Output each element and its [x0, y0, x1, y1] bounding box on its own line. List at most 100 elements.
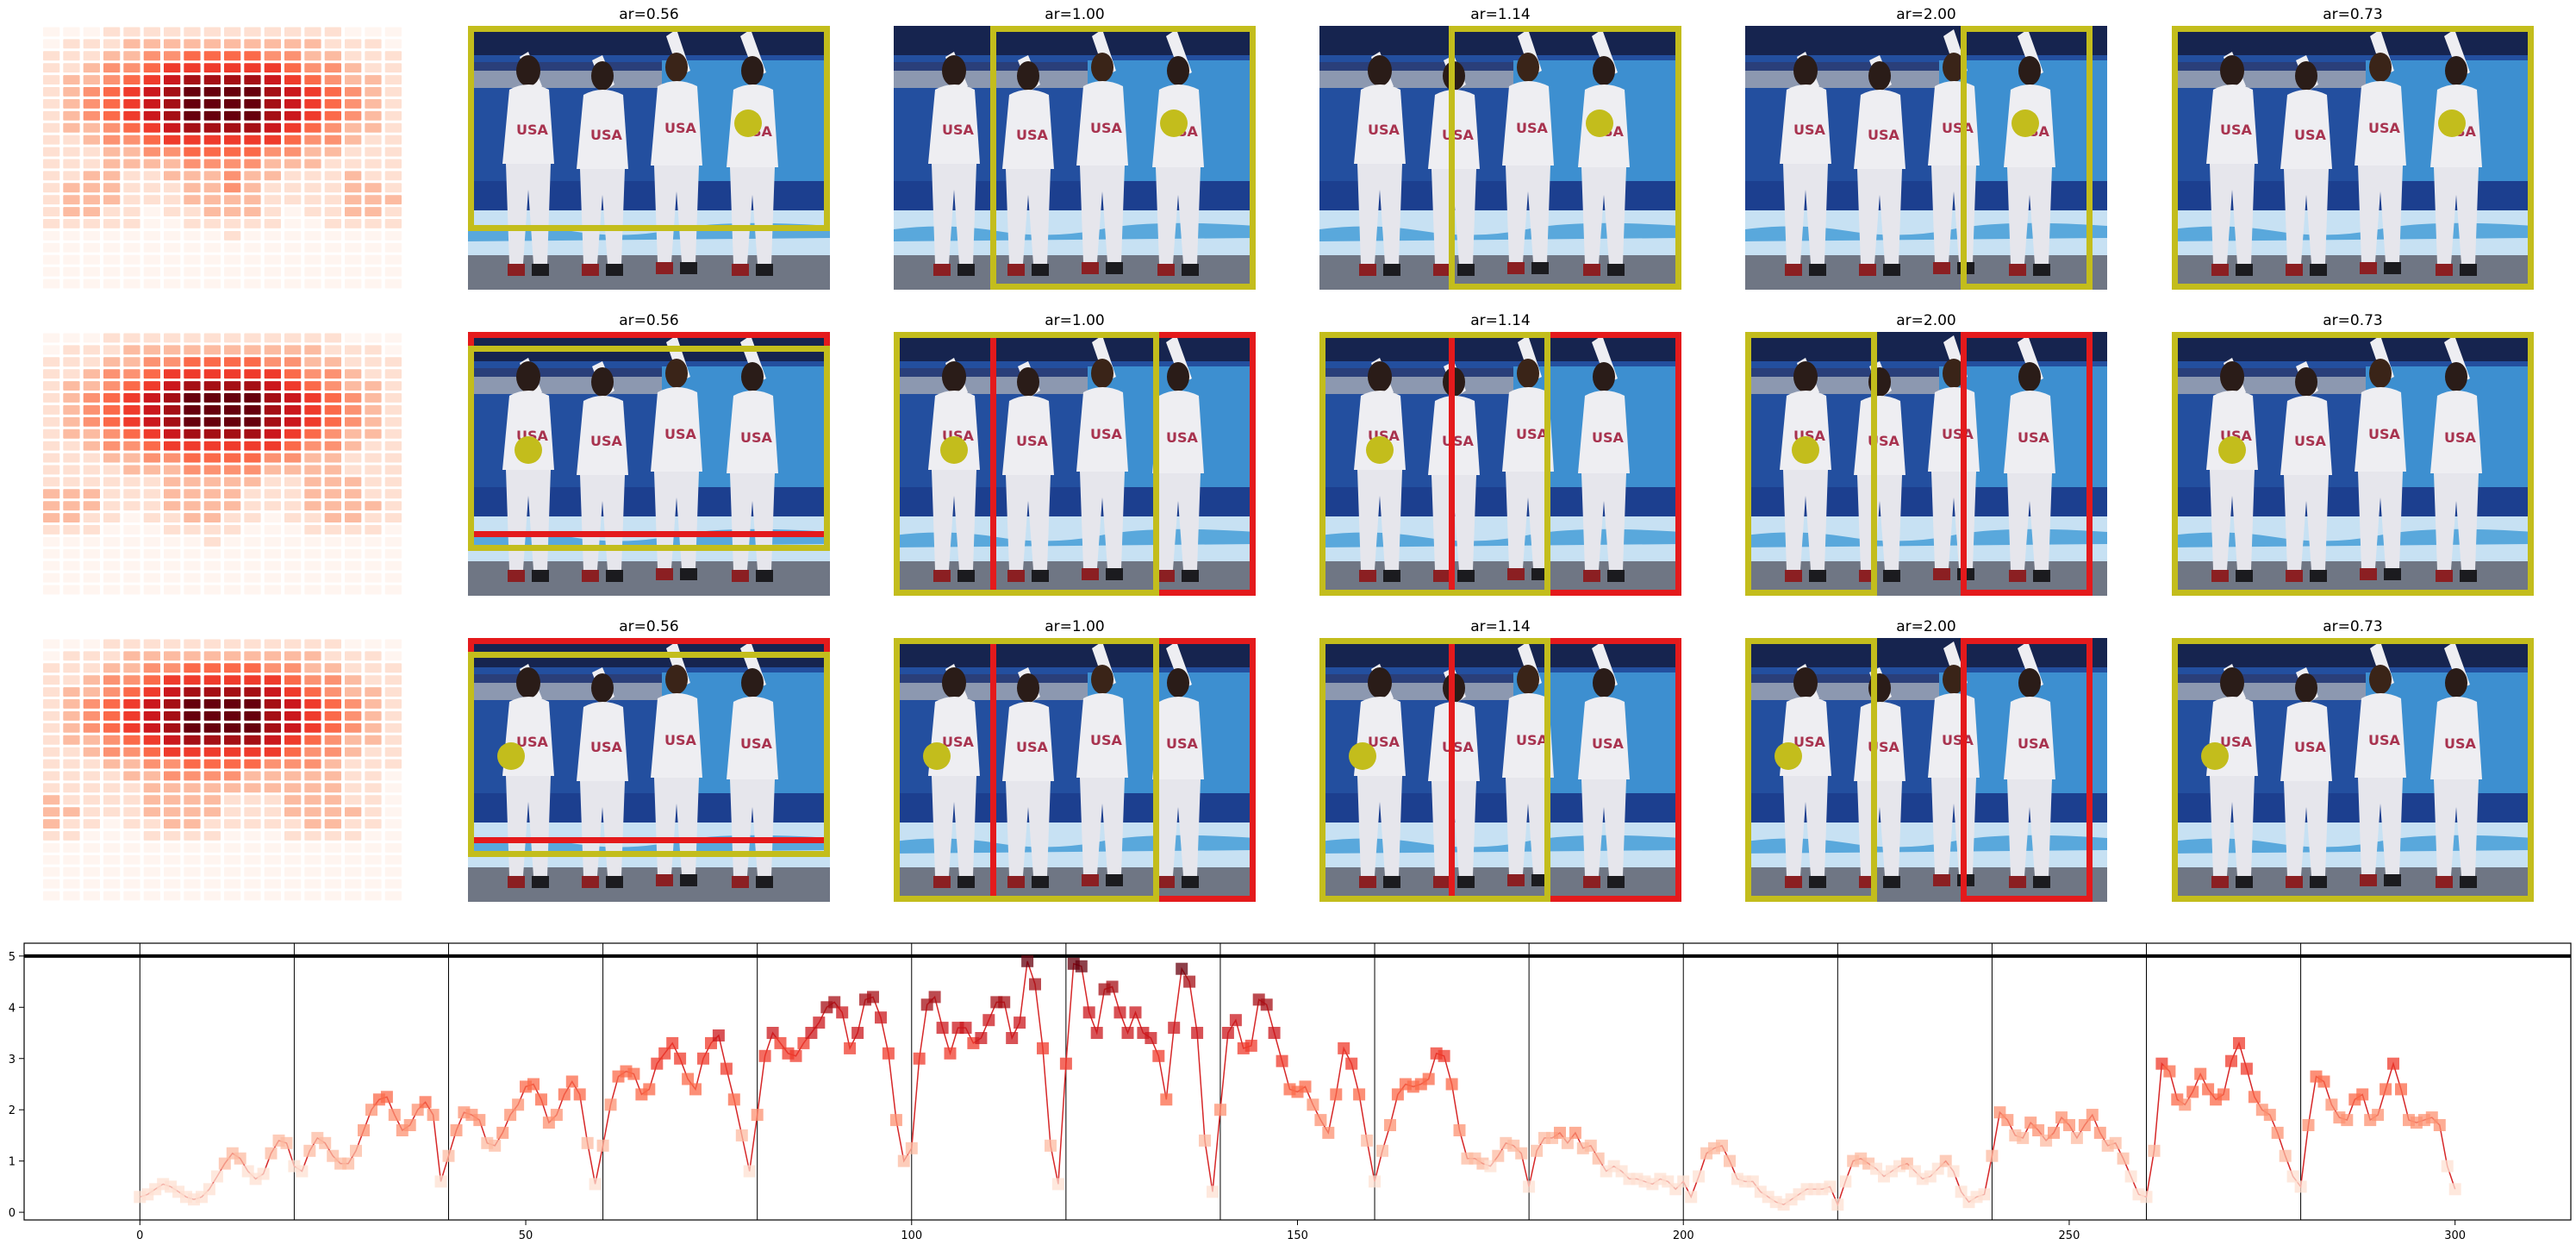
heatmap-cell	[123, 183, 140, 193]
heatmap-cell	[304, 266, 321, 277]
heatmap-cell	[284, 333, 302, 343]
heatmap-cell	[63, 807, 80, 817]
heatmap-cell	[103, 783, 121, 793]
heatmap-cell	[384, 795, 402, 805]
heatmap-cell	[224, 537, 241, 547]
heatmap-cell	[143, 159, 160, 169]
heatmap-cell	[345, 75, 362, 84]
heatmap-cell	[143, 891, 160, 901]
athletes-photo	[2172, 26, 2534, 290]
heatmap-cell	[184, 51, 201, 61]
heatmap-cell	[304, 219, 321, 228]
photo-panel: ar=0.56	[468, 618, 830, 902]
heatmap-cell	[345, 783, 362, 793]
heatmap-cell	[284, 207, 302, 216]
heatmap-cell	[43, 381, 60, 391]
heatmap-cell	[304, 687, 321, 697]
panel-title: ar=0.56	[619, 6, 679, 23]
heatmap-cell	[324, 242, 341, 253]
heatmap-cell	[365, 699, 382, 709]
heatmap-cell	[43, 489, 60, 499]
heatmap-cell	[63, 699, 80, 709]
data-point	[535, 1093, 547, 1106]
heatmap-cell	[203, 651, 221, 661]
data-point	[2240, 1062, 2253, 1075]
heatmap-cell	[345, 501, 362, 511]
heatmap-cell	[224, 39, 241, 49]
heatmap-cell	[143, 795, 160, 805]
heatmap-cell	[264, 27, 281, 37]
heatmap-cell	[43, 783, 60, 793]
heatmap-cell	[264, 147, 281, 157]
attention-heatmap	[43, 333, 402, 595]
heatmap-cell	[284, 675, 302, 685]
heatmap-cell	[203, 477, 221, 487]
heatmap-cell	[123, 843, 140, 853]
heatmap-cell	[164, 171, 181, 181]
athletes-photo	[894, 332, 1256, 596]
heatmap-cell	[43, 699, 60, 709]
heatmap-cell	[63, 183, 80, 193]
heatmap-cell	[203, 207, 221, 216]
heatmap-cell	[143, 171, 160, 181]
heatmap-cell	[164, 501, 181, 511]
heatmap-cell	[63, 254, 80, 265]
data-point	[2279, 1149, 2292, 1162]
heatmap-cell	[264, 771, 281, 781]
heatmap-cell	[365, 771, 382, 781]
photo-panel: ar=1.00	[894, 312, 1256, 596]
heatmap-cell	[284, 405, 302, 415]
heatmap-cell	[284, 513, 302, 522]
heatmap-cell	[103, 585, 121, 595]
heatmap-cell	[184, 501, 201, 511]
heatmap-cell	[244, 771, 261, 781]
heatmap-cell	[304, 357, 321, 367]
data-point	[1978, 1188, 1991, 1201]
athletes-photo	[1319, 638, 1681, 902]
heatmap-cell	[184, 854, 201, 865]
heatmap-cell	[63, 477, 80, 487]
heatmap-cell	[384, 266, 402, 277]
heatmap-cell	[43, 134, 60, 145]
heatmap-cell	[203, 465, 221, 475]
heatmap-cell	[103, 369, 121, 379]
heatmap-cell	[63, 369, 80, 379]
heatmap-cell	[143, 333, 160, 343]
heatmap-cell	[143, 63, 160, 73]
heatmap-cell	[164, 585, 181, 595]
heatmap-cell	[143, 747, 160, 757]
heatmap-cell	[143, 722, 160, 733]
heatmap-cell	[365, 266, 382, 277]
heatmap-cell	[63, 159, 80, 169]
heatmap-cell	[143, 783, 160, 793]
heatmap-cell	[324, 207, 341, 216]
heatmap-cell	[264, 513, 281, 522]
heatmap-cell	[63, 453, 80, 463]
heatmap-cell	[324, 891, 341, 901]
heatmap-cell	[83, 345, 100, 355]
data-point	[2294, 1180, 2307, 1193]
heatmap-cell	[244, 465, 261, 475]
heatmap-cell	[184, 254, 201, 265]
heatmap-cell	[63, 831, 80, 841]
heatmap-cell	[63, 722, 80, 733]
heatmap-cell	[123, 735, 140, 745]
heatmap-cell	[345, 548, 362, 559]
heatmap-cell	[143, 51, 160, 61]
heatmap-cell	[43, 843, 60, 853]
heatmap-cell	[43, 171, 60, 181]
heatmap-cell	[304, 345, 321, 355]
heatmap-cell	[103, 831, 121, 841]
data-point	[982, 1014, 995, 1027]
heatmap-cell	[123, 795, 140, 805]
heatmap-cell	[203, 110, 221, 121]
heatmap-cell	[43, 722, 60, 733]
data-point	[1345, 1057, 1358, 1070]
heatmap-cell	[83, 735, 100, 745]
heatmap-cell	[164, 381, 181, 391]
heatmap-cell	[164, 266, 181, 277]
heatmap-cell	[143, 843, 160, 853]
heatmap-cell	[184, 639, 201, 649]
heatmap-cell	[224, 572, 241, 583]
